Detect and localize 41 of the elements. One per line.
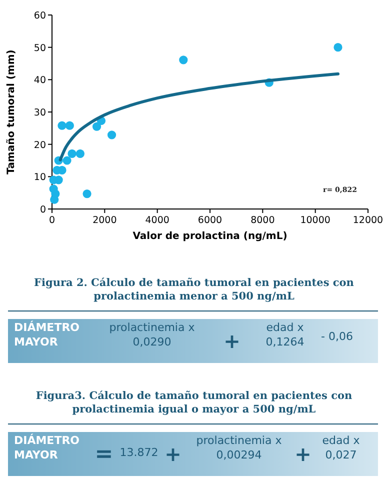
- text: Figura3. Cálculo de tamaño tumoral en pacientes con prolactinemia igual o mayor a 500 ng/mL: [36, 390, 352, 416]
- text: edad x 0,1264: [266, 321, 304, 348]
- text: DIÁMETRO MAYOR: [14, 433, 80, 462]
- text: 13.872: [120, 446, 158, 459]
- y-tick-label: 30: [34, 108, 46, 118]
- x-tick-label: 0: [48, 215, 56, 226]
- point: [49, 184, 58, 194]
- text: DIÁMETRO MAYOR: [14, 320, 80, 348]
- x-tick-label: 6000: [198, 215, 222, 226]
- point: [76, 149, 84, 158]
- point: [107, 130, 116, 140]
- text: edad x 0,027: [322, 434, 360, 462]
- x-tick-label: 8000: [250, 215, 275, 226]
- y-tick-label: 50: [34, 42, 46, 54]
- x-tick-label: 4000: [145, 215, 170, 226]
- text: +: [294, 442, 312, 466]
- text: prolactinemia x 0,0290: [109, 321, 196, 348]
- y-tick-label: 20: [34, 140, 46, 151]
- y-tick-label: 60: [34, 10, 46, 22]
- x-tick-label: 10000: [300, 215, 330, 226]
- point: [68, 149, 76, 158]
- point: [334, 43, 342, 52]
- point: [65, 121, 74, 130]
- text: - 0,06: [321, 330, 353, 343]
- text: +: [224, 329, 240, 353]
- x-tick-label: 2000: [92, 215, 117, 226]
- y-tick-label: 10: [34, 172, 46, 184]
- point: [58, 121, 66, 130]
- point: [82, 190, 92, 198]
- y-tick-label: 40: [34, 75, 46, 86]
- x-tick-label: 12000: [352, 215, 384, 226]
- y-axis-title: Tamaño tumoral (mm): [6, 50, 17, 174]
- text: +: [164, 442, 182, 466]
- text: Figura 2. Cálculo de tamaño tumoral en pacientes con prolactinemia menor a 500 ng/mL: [34, 277, 354, 303]
- point: [62, 156, 72, 165]
- text: =: [94, 442, 114, 467]
- point: [92, 122, 102, 131]
- y-tick-label: 0: [40, 204, 46, 216]
- text: prolactinemia x 0,00294: [196, 434, 282, 462]
- x-axis-title: Valor de prolactina (ng/mL): [132, 231, 288, 242]
- point: [179, 56, 188, 64]
